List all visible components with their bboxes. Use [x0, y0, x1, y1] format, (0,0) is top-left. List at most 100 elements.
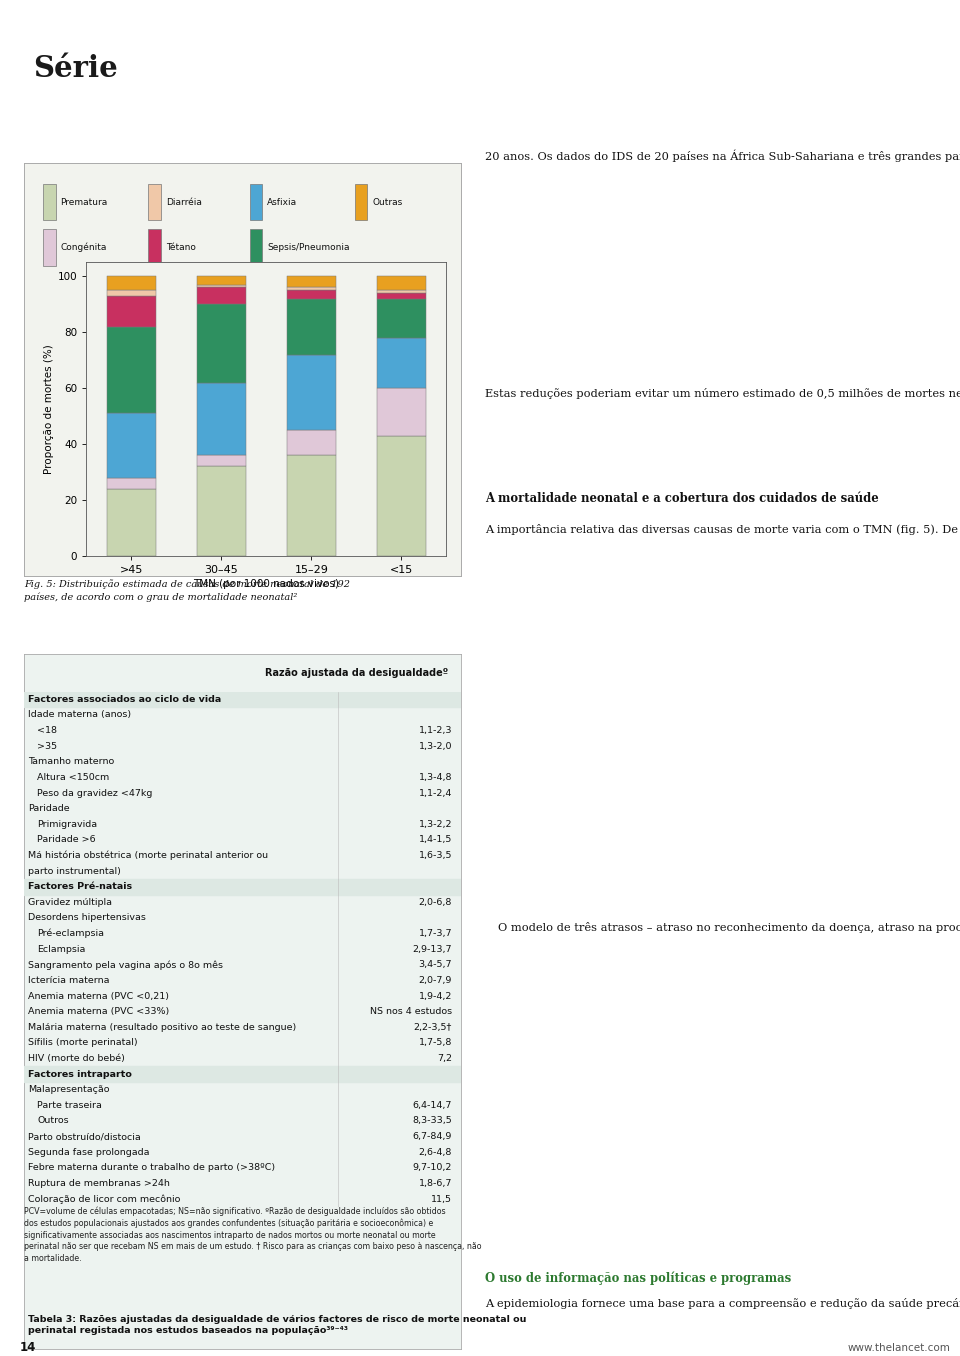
Text: 3,4-5,7: 3,4-5,7: [419, 960, 452, 970]
Bar: [376, 298, 426, 338]
Bar: [197, 304, 246, 382]
Text: 2,6-4,8: 2,6-4,8: [419, 1147, 452, 1157]
Text: Parto obstruído/distocia: Parto obstruído/distocia: [29, 1132, 141, 1142]
Text: Segunda fase prolongada: Segunda fase prolongada: [29, 1147, 150, 1157]
Text: Série: Série: [34, 54, 118, 83]
Bar: [107, 414, 156, 477]
Text: 2,0-7,9: 2,0-7,9: [419, 976, 452, 984]
Text: 1,4-1,5: 1,4-1,5: [419, 835, 452, 845]
Text: A epidemiologia fornece uma base para a compreensão e redução da saúde precária.: A epidemiologia fornece uma base para a …: [485, 1298, 960, 1309]
Text: Ruptura de membranas >24h: Ruptura de membranas >24h: [29, 1178, 170, 1188]
Text: 1,1-2,3: 1,1-2,3: [419, 725, 452, 735]
Text: O uso de informação nas políticas e programas: O uso de informação nas políticas e prog…: [485, 1272, 791, 1285]
Text: 8,3-33,5: 8,3-33,5: [412, 1116, 452, 1125]
Bar: [287, 277, 336, 287]
Text: Factores intraparto: Factores intraparto: [29, 1070, 132, 1078]
Text: HIV (morte do bebé): HIV (morte do bebé): [29, 1054, 125, 1063]
Text: 6,7-84,9: 6,7-84,9: [413, 1132, 452, 1142]
Bar: [24, 692, 461, 708]
Text: Factores associados ao ciclo de vida: Factores associados ao ciclo de vida: [29, 694, 222, 704]
FancyBboxPatch shape: [355, 184, 368, 220]
Text: parto instrumental): parto instrumental): [29, 866, 121, 876]
FancyBboxPatch shape: [43, 229, 56, 266]
Text: Outros: Outros: [37, 1116, 69, 1125]
Text: Malapresentação: Malapresentação: [29, 1085, 109, 1094]
Text: 1,3-2,0: 1,3-2,0: [419, 742, 452, 751]
Bar: [107, 327, 156, 414]
Text: 11,5: 11,5: [431, 1195, 452, 1204]
Bar: [24, 1066, 461, 1082]
Bar: [197, 277, 246, 285]
FancyBboxPatch shape: [149, 184, 161, 220]
Bar: [376, 388, 426, 435]
Text: Pré-eclampsia: Pré-eclampsia: [37, 929, 104, 938]
Bar: [197, 287, 246, 304]
Bar: [287, 290, 336, 298]
Text: Coloração de licor com mecônio: Coloração de licor com mecônio: [29, 1195, 180, 1204]
Bar: [287, 456, 336, 556]
Text: Razão ajustada da desigualdadeº: Razão ajustada da desigualdadeº: [265, 667, 447, 678]
Text: 20 anos. Os dados do IDS de 20 países na África Sub-Sahariana e três grandes paí: 20 anos. Os dados do IDS de 20 países na…: [485, 149, 960, 161]
Text: Asfixia: Asfixia: [267, 198, 297, 206]
Text: Paridade >6: Paridade >6: [37, 835, 96, 845]
Text: 9,7-10,2: 9,7-10,2: [413, 1163, 452, 1173]
Bar: [107, 277, 156, 290]
Text: Outras: Outras: [372, 198, 402, 206]
Bar: [376, 290, 426, 293]
Text: Factores Pré-natais: Factores Pré-natais: [29, 883, 132, 891]
Text: PCV=volume de células empacotadas; NS=não significativo. ºRazão de desigualdade : PCV=volume de células empacotadas; NS=nã…: [24, 1207, 482, 1262]
Text: Estas reduções poderiam evitar um número estimado de 0,5 milhões de mortes neona: Estas reduções poderiam evitar um número…: [485, 386, 960, 399]
Text: 6,4-14,7: 6,4-14,7: [413, 1101, 452, 1109]
Text: A importância relativa das diversas causas de morte varia com o TMN (fig. 5). De: A importância relativa das diversas caus…: [485, 522, 960, 534]
Bar: [24, 879, 461, 895]
Bar: [287, 287, 336, 290]
Text: 1,3-4,8: 1,3-4,8: [419, 773, 452, 782]
FancyBboxPatch shape: [250, 184, 262, 220]
Text: Idade materna (anos): Idade materna (anos): [29, 711, 132, 720]
Bar: [376, 293, 426, 298]
Text: Primigravida: Primigravida: [37, 820, 97, 829]
Text: 2,2-3,5†: 2,2-3,5†: [414, 1022, 452, 1032]
Text: Icterícia materna: Icterícia materna: [29, 976, 109, 984]
Text: Sífilis (morte perinatal): Sífilis (morte perinatal): [29, 1039, 138, 1047]
Text: Paridade: Paridade: [29, 804, 70, 814]
Bar: [287, 298, 336, 355]
Text: Altura <150cm: Altura <150cm: [37, 773, 109, 782]
Text: O modelo de três atrasos – atraso no reconhecimento da doença, atraso na procura: O modelo de três atrasos – atraso no rec…: [498, 922, 960, 933]
Text: 1,6-3,5: 1,6-3,5: [419, 852, 452, 860]
Text: NS nos 4 estudos: NS nos 4 estudos: [370, 1008, 452, 1016]
Bar: [107, 290, 156, 296]
Text: Malária materna (resultado positivo ao teste de sangue): Malária materna (resultado positivo ao t…: [29, 1022, 297, 1032]
Text: Parte traseira: Parte traseira: [37, 1101, 102, 1109]
Text: Anemia materna (PVC <0,21): Anemia materna (PVC <0,21): [29, 991, 169, 1001]
Text: Gravidez múltipla: Gravidez múltipla: [29, 898, 112, 907]
Bar: [197, 456, 246, 466]
Bar: [107, 296, 156, 327]
Text: 1,9-4,2: 1,9-4,2: [419, 991, 452, 1001]
Text: Fig. 5: Distribuição estimada de causas de morte neonatal de 192
países, de acor: Fig. 5: Distribuição estimada de causas …: [24, 579, 350, 602]
Bar: [287, 430, 336, 456]
FancyBboxPatch shape: [43, 184, 56, 220]
Text: Má história obstétrica (morte perinatal anterior ou: Má história obstétrica (morte perinatal …: [29, 850, 269, 860]
FancyBboxPatch shape: [250, 229, 262, 266]
Bar: [107, 490, 156, 556]
Text: Diarréia: Diarréia: [166, 198, 202, 206]
Text: Tabela 3: Razões ajustadas da desigualdade de vários factores de risco de morte : Tabela 3: Razões ajustadas da desigualda…: [29, 1315, 527, 1336]
FancyBboxPatch shape: [149, 229, 161, 266]
Text: Congénita: Congénita: [60, 243, 107, 252]
Text: 1,3-2,2: 1,3-2,2: [419, 820, 452, 829]
Bar: [197, 382, 246, 456]
Text: Peso da gravidez <47kg: Peso da gravidez <47kg: [37, 789, 153, 797]
Bar: [107, 477, 156, 490]
Text: 14: 14: [19, 1341, 36, 1355]
Text: Tétano: Tétano: [166, 243, 196, 252]
Text: >35: >35: [37, 742, 58, 751]
Text: Sepsis/Pneumonia: Sepsis/Pneumonia: [267, 243, 349, 252]
Text: A mortalidade neonatal e a cobertura dos cuidados de saúde: A mortalidade neonatal e a cobertura dos…: [485, 492, 878, 504]
Text: Anemia materna (PVC <33%): Anemia materna (PVC <33%): [29, 1008, 170, 1016]
Text: Sangramento pela vagina após o 8o mês: Sangramento pela vagina após o 8o mês: [29, 960, 224, 970]
Text: Tamanho materno: Tamanho materno: [29, 757, 114, 766]
Text: 1,7-3,7: 1,7-3,7: [419, 929, 452, 938]
Text: 2,0-6,8: 2,0-6,8: [419, 898, 452, 907]
Bar: [197, 285, 246, 287]
